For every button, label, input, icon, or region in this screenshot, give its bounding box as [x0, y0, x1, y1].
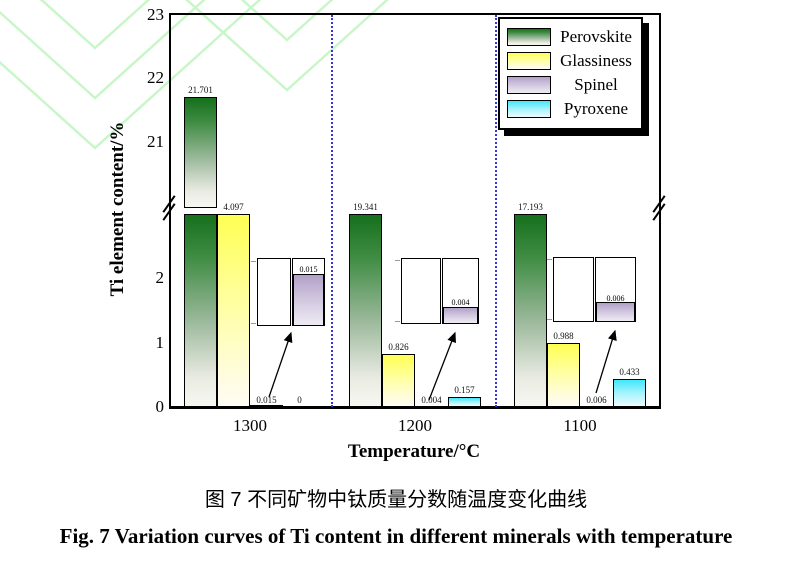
inset-tick [395, 260, 400, 261]
bar-value-label: 0.826 [388, 341, 409, 352]
bar-glassiness-1100 [547, 343, 580, 407]
bar-perovskite-1200 [349, 214, 382, 407]
legend-label: Spinel [574, 75, 618, 94]
bar-value-label: 0.015 [256, 395, 277, 405]
legend-swatch-glassiness [507, 52, 551, 70]
magnifier-value-label: 0.004 [451, 298, 470, 307]
caption-english: Fig. 7 Variation curves of Ti content in… [59, 524, 733, 548]
magnifier-cell-right: 0.004 [442, 258, 479, 324]
bar-perovskite-1300 [184, 214, 217, 407]
inset-tick [547, 259, 552, 260]
y-tick-label: 22 [147, 68, 164, 87]
legend-row: Spinel [500, 73, 641, 97]
bar-value-label: 4.097 [223, 202, 244, 212]
plot-area [169, 13, 661, 409]
legend-label: Pyroxene [563, 99, 629, 118]
inset-tick [395, 321, 400, 322]
y-tick-label: 0 [155, 397, 165, 416]
legend-row: Pyroxene [500, 97, 641, 121]
magnifier-cell-right: 0.015 [292, 258, 325, 326]
x-tick-label: 1200 [398, 416, 432, 435]
legend-row: Perovskite [500, 25, 641, 49]
legend: Perovskite Glassiness Spinel Pyroxene [498, 17, 643, 130]
magnifier-value-label: 0.006 [606, 294, 625, 303]
y-tick-label: 23 [147, 5, 164, 24]
bar-perovskite-1300-upper [184, 97, 217, 208]
magnifier-cell-left [401, 258, 441, 324]
legend-swatch-spinel [507, 76, 551, 94]
bar-value-label: 17.193 [518, 202, 543, 212]
inset-tick [547, 319, 552, 320]
inset-tick [251, 323, 256, 324]
y-tick-label: 1 [155, 333, 165, 352]
bar-glassiness-1200 [382, 353, 415, 407]
bar-value-label: 21.701 [188, 85, 213, 96]
caption-chinese: 图 7 不同矿物中钛质量分数随温度变化曲线 [204, 489, 588, 511]
magnifier-cell-right: 0.006 [595, 257, 636, 322]
bar-value-label: 0.988 [553, 331, 574, 342]
x-tick-label: 1300 [233, 416, 267, 435]
magnifier-cell-left [257, 258, 291, 326]
legend-label: Perovskite [560, 27, 632, 46]
bar-value-label: 0.157 [454, 384, 475, 395]
magnifier-spinel-bar [293, 274, 324, 325]
legend-swatch-pyroxene [507, 100, 551, 118]
magnifier-cell-left [553, 257, 594, 322]
bar-value-label: 19.341 [353, 202, 378, 212]
bar-perovskite-1100 [514, 214, 547, 407]
magnifier-value-label: 0.015 [299, 265, 318, 274]
magnifier-spinel-bar [596, 302, 635, 321]
bar-pyroxene-1100 [613, 379, 646, 407]
bar-value-label: 0.433 [619, 367, 640, 378]
y-tick-label: 21 [147, 132, 164, 151]
group-separator-line [495, 15, 497, 407]
legend-label: Glassiness [560, 51, 632, 70]
x-tick-label: 1100 [563, 416, 597, 435]
bar-pyroxene-1200 [448, 396, 481, 407]
bar-glassiness-1300 [217, 214, 250, 407]
bar-spinel-1300 [250, 405, 283, 407]
inset-tick [251, 261, 256, 262]
legend-row: Glassiness [500, 49, 641, 73]
bar-value-label: 0 [297, 395, 302, 405]
legend-swatch-perovskite [507, 28, 551, 46]
magnifier-spinel-bar [443, 307, 478, 323]
y-tick-label: 2 [155, 268, 165, 287]
x-axis-title: Temperature/°C [347, 441, 481, 462]
bar-value-label: 0.006 [586, 395, 607, 405]
y-axis-title: Ti element content/% [107, 121, 128, 297]
group-separator-line [331, 15, 333, 407]
